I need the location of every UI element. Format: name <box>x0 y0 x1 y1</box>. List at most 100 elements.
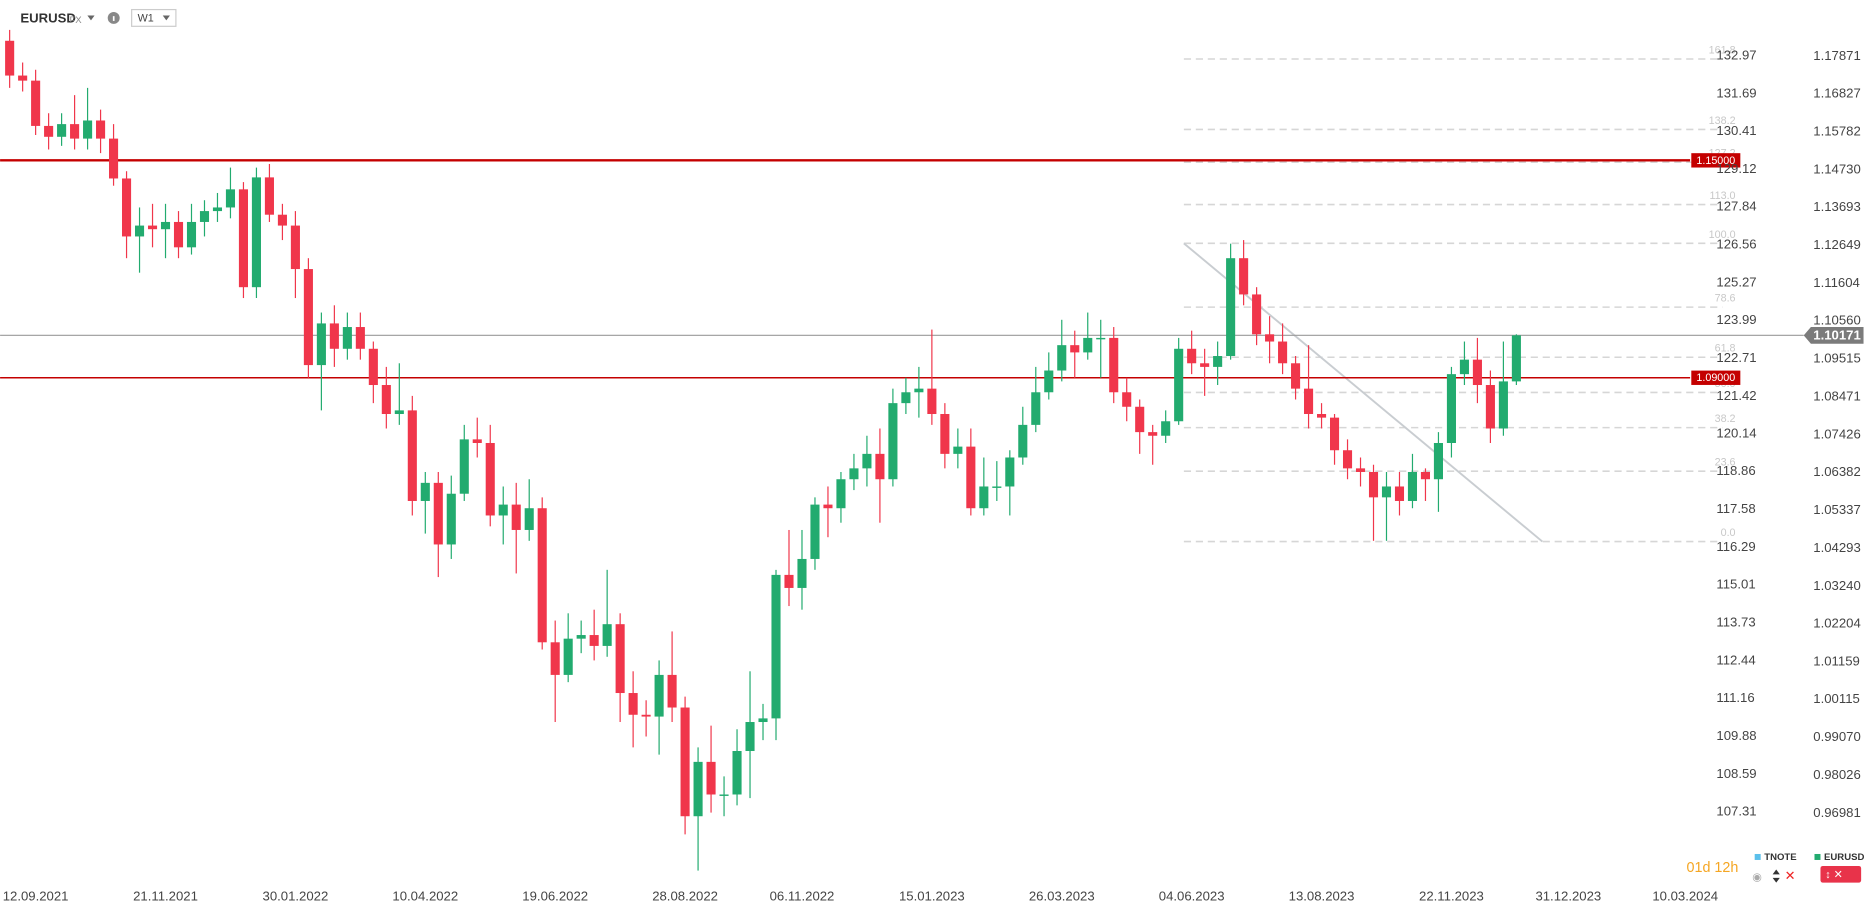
candle-body <box>290 225 300 270</box>
fib-label: 113.0 <box>1709 190 1735 202</box>
y-tick-label: 1.10560 <box>1813 313 1861 328</box>
y2-tick-label: 112.44 <box>1716 652 1755 667</box>
candle-body <box>433 482 443 545</box>
candle-body <box>1161 421 1171 436</box>
candle-body <box>1317 414 1327 418</box>
candle-body <box>563 638 573 675</box>
candle-body <box>446 493 456 545</box>
y2-tick-label: 123.99 <box>1716 312 1756 327</box>
y-tick-label: 1.09515 <box>1813 351 1861 366</box>
y-tick-label: 1.14730 <box>1813 162 1861 177</box>
legend-label: TNOTE <box>1764 852 1796 863</box>
candle-body <box>875 453 885 480</box>
x-tick-label: 13.08.2023 <box>1289 889 1355 904</box>
candle-body <box>1381 486 1392 498</box>
candle-body <box>109 138 119 179</box>
candle-body <box>1368 471 1379 498</box>
x-tick-label: 19.06.2022 <box>522 889 588 904</box>
candle-body <box>1485 385 1495 429</box>
candle-body <box>134 225 145 237</box>
y-tick-label: 1.06382 <box>1813 464 1861 479</box>
y2-tick-label: 126.56 <box>1716 236 1756 251</box>
fib-label: 138.2 <box>1709 115 1736 127</box>
price-level-box <box>1691 153 1741 168</box>
y2-tick-label: 125.27 <box>1716 274 1756 289</box>
candle-body <box>1031 392 1041 425</box>
candle-body <box>1472 359 1482 386</box>
trade-button[interactable] <box>1820 865 1862 883</box>
y2-tick-label: 116.29 <box>1716 539 1755 554</box>
candle-body <box>797 558 807 588</box>
y2-tick-label: 111.16 <box>1716 690 1754 705</box>
footer: 01d 12h ◉ ✕ ↕ ✕ <box>1687 860 1862 884</box>
candle-body <box>394 410 404 415</box>
candle-body <box>1239 258 1249 295</box>
candle-body <box>1265 334 1275 342</box>
candle-body <box>732 751 742 795</box>
candle-body <box>160 221 171 230</box>
candle-body <box>199 211 210 222</box>
fib-label: 78.6 <box>1715 293 1736 305</box>
candle-body <box>186 221 197 248</box>
candle-body <box>550 642 560 675</box>
candle-body <box>524 508 534 530</box>
close-icon[interactable]: ✕ <box>1785 868 1796 883</box>
candle-body <box>225 189 236 208</box>
candle-body <box>1213 356 1223 367</box>
legend-swatch <box>1814 853 1821 860</box>
candle-body <box>810 504 820 559</box>
fib-label: 100.0 <box>1709 229 1736 241</box>
candle-body <box>173 221 184 248</box>
candle-body <box>1304 388 1314 415</box>
candle-body <box>914 388 924 393</box>
y-tick-label: 1.08471 <box>1813 388 1861 403</box>
candle-body <box>147 225 158 230</box>
fib-label: 23.6 <box>1715 457 1736 469</box>
candle-body <box>1096 337 1106 340</box>
y-tick-label: 1.03240 <box>1813 578 1861 593</box>
y-tick-label: 1.02204 <box>1813 616 1861 631</box>
candle-body <box>927 388 937 415</box>
candle-body <box>459 439 469 494</box>
last-price-box <box>1803 326 1864 344</box>
eye-icon[interactable]: ◉ <box>1752 872 1761 884</box>
candle-body <box>615 624 625 694</box>
symbol[interactable]: EURUSD <box>20 11 76 26</box>
info-icon-glyph <box>112 16 115 21</box>
y2-tick-label: 131.69 <box>1716 85 1756 100</box>
price-level-label: 1.09000 <box>1696 372 1735 384</box>
candle-body <box>1407 471 1418 501</box>
candle-body <box>1433 442 1443 480</box>
candle-body <box>1135 406 1145 433</box>
x-tick-label: 26.03.2023 <box>1029 889 1095 904</box>
y-tick-label: 0.98026 <box>1813 767 1861 782</box>
candle-body <box>667 674 677 708</box>
candle-body <box>823 504 833 509</box>
y-tick-label: 1.17871 <box>1813 48 1861 63</box>
candle-body <box>862 453 872 469</box>
x-tick-label: 21.11.2021 <box>133 889 198 904</box>
candle-body <box>1329 417 1340 451</box>
candle-body <box>381 385 391 415</box>
timeframe-select[interactable] <box>131 8 177 27</box>
candle-body <box>1420 471 1431 480</box>
candle-body <box>1148 432 1158 436</box>
y-tick-label: 1.07426 <box>1813 426 1861 441</box>
candle-body <box>277 214 287 226</box>
candle-body <box>1252 294 1262 335</box>
order-arrows[interactable] <box>1772 869 1780 883</box>
candle-body <box>251 177 261 288</box>
candle-body <box>1291 363 1301 389</box>
y2-tick-label: 115.01 <box>1716 577 1755 592</box>
y-tick-label: 1.13693 <box>1813 199 1861 214</box>
symbol-dropdown[interactable] <box>87 15 95 21</box>
price-level-box <box>1691 370 1741 385</box>
y2-tick-label: 118.86 <box>1716 463 1755 478</box>
candle-body <box>888 403 898 480</box>
candle-body <box>1018 424 1028 458</box>
y-tick-label: 1.16827 <box>1813 86 1861 101</box>
y2-tick-label: 120.14 <box>1716 426 1756 441</box>
candle-body <box>758 718 768 723</box>
candle-body <box>1200 363 1210 367</box>
plot: 161.8138.2127.2113.0100.078.661.850.038.… <box>0 29 1804 871</box>
